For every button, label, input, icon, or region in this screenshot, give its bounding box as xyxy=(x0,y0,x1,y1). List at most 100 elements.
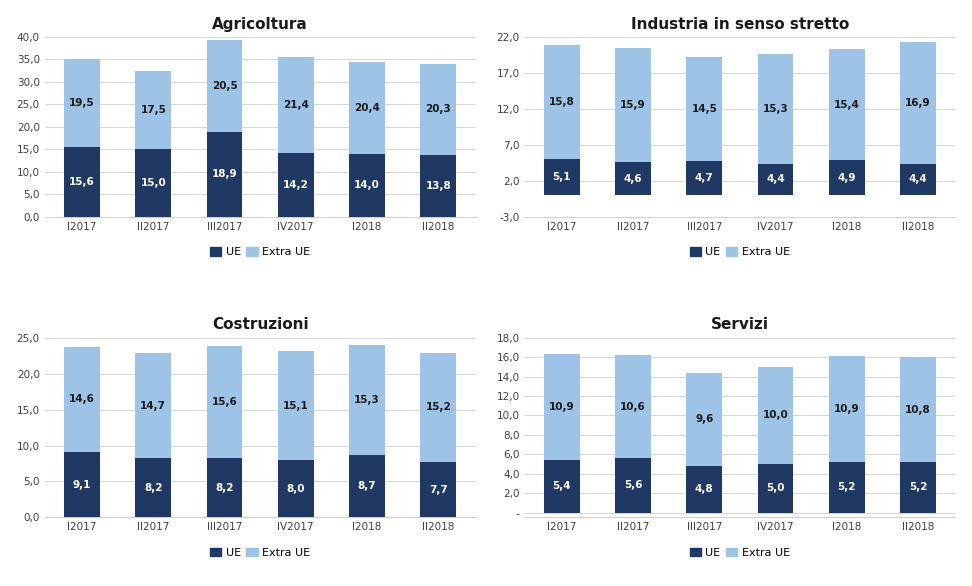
Bar xyxy=(135,71,171,149)
Bar xyxy=(349,154,385,217)
Text: 16,9: 16,9 xyxy=(905,98,931,108)
Text: 18,9: 18,9 xyxy=(212,169,237,179)
Text: 14,5: 14,5 xyxy=(691,104,717,114)
Text: 9,1: 9,1 xyxy=(73,480,91,490)
Bar xyxy=(135,458,171,517)
Text: 8,2: 8,2 xyxy=(215,483,233,493)
Bar xyxy=(758,367,793,464)
Text: 15,2: 15,2 xyxy=(426,403,451,413)
Text: 15,6: 15,6 xyxy=(212,397,237,407)
Text: 15,3: 15,3 xyxy=(763,104,788,114)
Bar xyxy=(349,345,385,455)
Text: 4,7: 4,7 xyxy=(695,173,713,183)
Bar xyxy=(64,146,100,217)
Text: 15,4: 15,4 xyxy=(834,100,859,110)
Text: 19,5: 19,5 xyxy=(69,98,95,108)
Text: 9,6: 9,6 xyxy=(695,414,713,424)
Text: 20,4: 20,4 xyxy=(354,103,380,113)
Text: 8,2: 8,2 xyxy=(144,483,162,493)
Bar xyxy=(349,455,385,517)
Bar xyxy=(900,163,936,195)
Bar xyxy=(544,354,579,460)
Text: 17,5: 17,5 xyxy=(140,105,166,115)
Text: 4,4: 4,4 xyxy=(766,175,784,185)
Legend: UE, Extra UE: UE, Extra UE xyxy=(206,543,315,562)
Text: 5,2: 5,2 xyxy=(838,482,856,492)
Text: 4,8: 4,8 xyxy=(695,484,713,494)
Bar xyxy=(64,452,100,517)
Bar xyxy=(135,149,171,217)
Text: 20,5: 20,5 xyxy=(212,81,237,91)
Bar xyxy=(758,464,793,513)
Title: Servizi: Servizi xyxy=(711,317,769,332)
Text: 20,3: 20,3 xyxy=(426,104,451,114)
Bar xyxy=(278,351,314,460)
Bar xyxy=(544,159,579,195)
Text: 5,0: 5,0 xyxy=(766,483,784,493)
Text: 14,2: 14,2 xyxy=(283,180,309,190)
Bar xyxy=(544,45,579,159)
Bar xyxy=(900,357,936,462)
Text: 10,0: 10,0 xyxy=(763,410,788,420)
Bar xyxy=(615,162,651,195)
Legend: UE, Extra UE: UE, Extra UE xyxy=(206,243,315,261)
Text: 15,3: 15,3 xyxy=(354,395,380,405)
Text: 14,6: 14,6 xyxy=(69,394,95,404)
Text: 15,1: 15,1 xyxy=(283,401,308,411)
Text: 10,6: 10,6 xyxy=(620,401,646,411)
Title: Agricoltura: Agricoltura xyxy=(212,16,308,32)
Text: 5,2: 5,2 xyxy=(909,482,927,492)
Bar xyxy=(829,160,864,195)
Bar xyxy=(544,460,579,513)
Title: Costruzioni: Costruzioni xyxy=(212,317,308,332)
Text: 10,8: 10,8 xyxy=(905,404,931,414)
Bar xyxy=(207,346,242,458)
Bar xyxy=(64,347,100,452)
Bar xyxy=(420,63,456,155)
Text: 14,7: 14,7 xyxy=(140,401,166,411)
Text: 5,4: 5,4 xyxy=(552,481,572,491)
Bar xyxy=(278,460,314,517)
Text: 15,0: 15,0 xyxy=(140,178,166,188)
Text: 4,6: 4,6 xyxy=(624,173,642,183)
Bar xyxy=(278,57,314,153)
Bar xyxy=(207,40,242,132)
Legend: UE, Extra UE: UE, Extra UE xyxy=(685,243,794,261)
Text: 15,8: 15,8 xyxy=(549,97,574,107)
Bar xyxy=(758,163,793,195)
Bar xyxy=(278,153,314,217)
Text: 13,8: 13,8 xyxy=(426,181,451,191)
Bar xyxy=(420,155,456,217)
Bar xyxy=(135,353,171,458)
Text: 15,9: 15,9 xyxy=(620,100,645,110)
Bar xyxy=(900,42,936,163)
Bar xyxy=(686,373,722,466)
Bar xyxy=(207,132,242,217)
Bar xyxy=(615,458,651,513)
Text: 21,4: 21,4 xyxy=(283,100,309,110)
Text: 10,9: 10,9 xyxy=(549,402,574,412)
Text: 4,9: 4,9 xyxy=(838,173,856,183)
Text: 5,1: 5,1 xyxy=(552,172,571,182)
Text: 4,4: 4,4 xyxy=(909,175,927,185)
Text: 15,6: 15,6 xyxy=(69,177,95,187)
Bar xyxy=(349,62,385,154)
Bar xyxy=(64,59,100,146)
Text: 8,7: 8,7 xyxy=(358,481,376,491)
Bar xyxy=(686,161,722,195)
Text: 7,7: 7,7 xyxy=(429,485,447,495)
Bar xyxy=(420,353,456,462)
Bar xyxy=(686,57,722,161)
Text: 10,9: 10,9 xyxy=(834,404,859,414)
Title: Industria in senso stretto: Industria in senso stretto xyxy=(631,16,849,32)
Text: 14,0: 14,0 xyxy=(354,180,380,190)
Bar xyxy=(420,462,456,517)
Bar xyxy=(615,355,651,458)
Text: 5,6: 5,6 xyxy=(624,481,642,490)
Bar xyxy=(829,462,864,513)
Bar xyxy=(829,49,864,160)
Bar xyxy=(900,462,936,513)
Bar xyxy=(615,48,651,162)
Bar xyxy=(686,466,722,513)
Bar xyxy=(207,458,242,517)
